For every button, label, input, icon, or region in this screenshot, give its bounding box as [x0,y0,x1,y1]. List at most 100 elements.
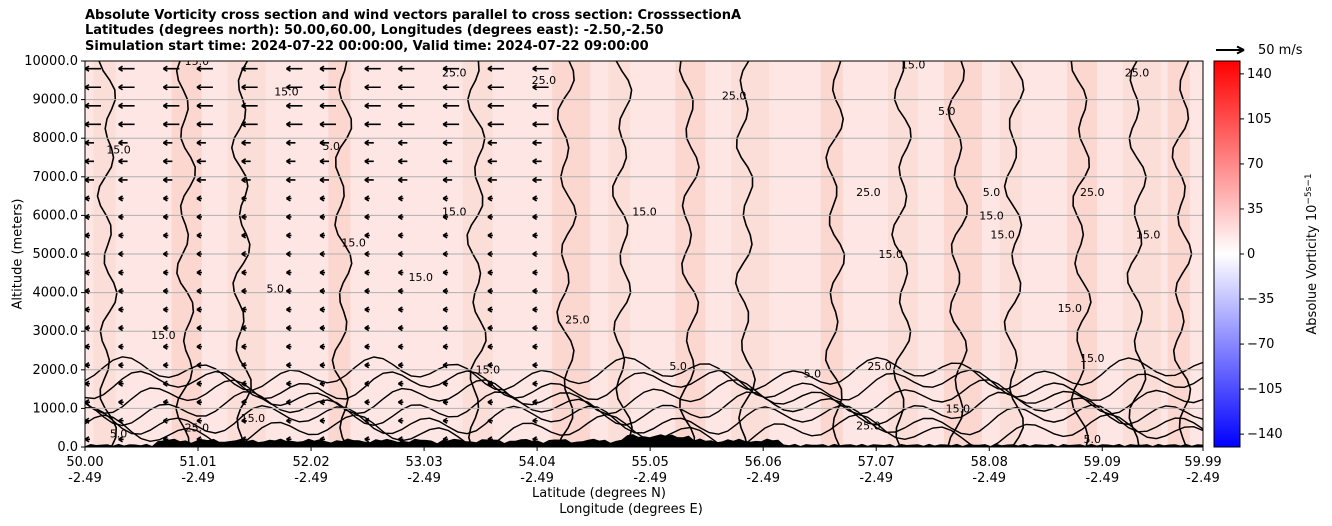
contour-label: 15.0 [946,402,971,415]
wind-vector [196,306,202,313]
wind-vector [442,343,449,350]
wind-vector [85,399,90,406]
wind-vector [532,102,549,109]
wind-vector [196,121,213,128]
contour-label: 15.0 [879,248,904,261]
wind-vector [397,380,404,387]
contour-label: 15.0 [1058,302,1083,315]
wind-vector [442,121,460,128]
wind-vector [319,287,326,295]
contour-label: 5.0 [322,140,340,153]
wind-vector [442,361,449,369]
wind-vector [397,176,408,184]
wind-vector [286,250,292,258]
wind-vector [397,361,404,369]
x-tick-label-longitude: -2.49 [407,471,441,486]
x-tick-label-latitude: 59.99 [1184,455,1221,470]
wind-vector [397,121,415,128]
chart-title-line-1: Absolute Vorticity cross section and win… [85,8,742,23]
wind-vector [85,306,90,313]
wind-vector [397,250,404,258]
wind-vector [487,250,493,258]
wind-vector [118,65,135,72]
wind-vector [241,269,247,276]
colorbar-tick-label: 105 [1247,112,1272,127]
colorbar-tick-label: −70 [1247,337,1274,352]
wind-vector [286,343,292,350]
wind-vector [85,158,94,165]
wind-vector [85,324,90,332]
wind-vector [241,84,258,91]
wind-vector [241,121,258,128]
wind-vector [196,195,202,202]
wind-vector [442,380,449,387]
wind-vector [532,361,538,369]
wind-vector [162,195,169,202]
wind-vector [442,195,449,202]
wind-vector [241,102,258,109]
wind-vector [162,361,169,369]
wind-vector [364,269,370,276]
wind-vector [487,399,493,406]
wind-vector [319,269,326,276]
wind-vector [286,361,292,369]
wind-vector [162,343,169,350]
wind-vector [364,232,370,239]
wind-vector [319,102,337,109]
x-tick-label-longitude: -2.49 [181,471,215,486]
wind-vector [319,213,326,221]
wind-vector [487,139,497,147]
wind-vector [532,65,549,72]
contour-label: 15.0 [241,412,266,425]
wind-vector [397,287,404,295]
wind-vector [319,65,337,72]
wind-vector [118,436,124,443]
x-tick-label-latitude: 52.02 [292,455,329,470]
x-axis-label-longitude: Longitude (degrees E) [559,502,703,517]
wind-vector [196,232,202,239]
wind-vector [118,139,128,147]
wind-vector [532,213,538,221]
wind-vector [319,84,337,91]
wind-vector [162,121,180,128]
wind-vector [364,399,370,406]
x-tick-label-latitude: 57.07 [858,455,895,470]
wind-vector [162,232,169,239]
y-tick-label: 8000.0 [33,131,79,146]
x-tick-label-longitude: -2.49 [520,471,554,486]
contour-label: 15.0 [151,329,176,342]
wind-vector [319,324,326,332]
wind-vector [532,176,542,184]
wind-vector [118,306,124,313]
wind-vector [532,343,538,350]
wind-vector [532,232,538,239]
wind-vector [286,306,292,313]
wind-vector [85,436,90,443]
wind-vector [241,158,251,165]
wind-vector [241,399,247,406]
wind-vector [364,102,381,109]
wind-vector [196,324,202,332]
wind-vector [85,213,90,221]
contour-label: 5.0 [1083,433,1101,446]
wind-vector [241,139,251,147]
wind-vector [241,417,247,424]
wind-vector [319,158,330,165]
contour-label: 15.0 [442,205,467,218]
y-tick-label: 3000.0 [33,324,79,339]
wind-vector [286,176,296,184]
wind-vector [487,417,493,424]
wind-vector [487,102,504,109]
wind-vector [162,139,173,147]
wind-vector [319,121,337,128]
wind-vector [442,324,449,332]
wind-vector [196,139,206,147]
wind-vector [162,213,169,221]
wind-vector [241,213,247,221]
wind-vector [442,84,460,91]
wind-vector [487,287,493,295]
wind-vector [85,250,90,258]
wind-vector [487,84,504,91]
chart-title-line-2: Latitudes (degrees north): 50.00,60.00, … [85,23,664,38]
